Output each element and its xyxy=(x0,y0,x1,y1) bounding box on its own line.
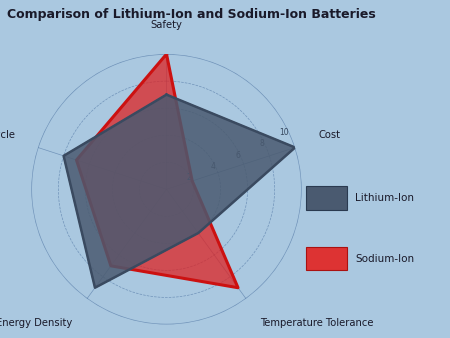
Text: Cost: Cost xyxy=(318,130,340,140)
Text: Temperature Tolerance: Temperature Tolerance xyxy=(260,318,374,328)
Polygon shape xyxy=(63,95,295,288)
Text: Safety: Safety xyxy=(151,20,182,30)
Text: Comparison of Lithium-Ion and Sodium-Ion Batteries: Comparison of Lithium-Ion and Sodium-Ion… xyxy=(7,8,375,21)
Text: 6: 6 xyxy=(235,151,240,160)
Polygon shape xyxy=(76,54,238,288)
Text: Lithium-Ion: Lithium-Ion xyxy=(356,193,414,203)
Text: 2: 2 xyxy=(186,173,191,183)
Text: Sodium-Ion: Sodium-Ion xyxy=(356,254,414,264)
Text: 8: 8 xyxy=(260,139,265,148)
Text: 4: 4 xyxy=(211,162,216,171)
Text: Energy Density: Energy Density xyxy=(0,318,73,328)
Text: 10: 10 xyxy=(279,128,289,137)
Text: Lifecycle: Lifecycle xyxy=(0,130,15,140)
